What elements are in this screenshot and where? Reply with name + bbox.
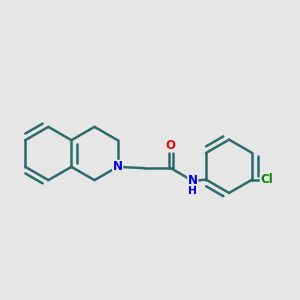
Text: N: N <box>188 174 198 188</box>
Text: O: O <box>166 139 176 152</box>
Text: H: H <box>188 186 197 196</box>
Text: Cl: Cl <box>260 173 273 186</box>
Text: N: N <box>112 160 123 173</box>
